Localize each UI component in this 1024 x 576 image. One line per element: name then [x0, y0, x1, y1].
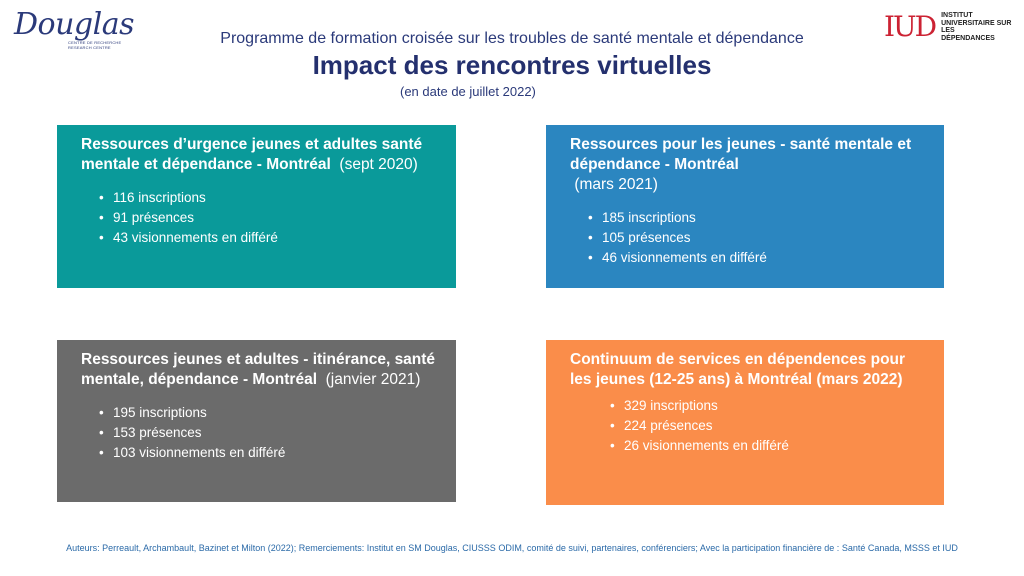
list-item: 224 présences	[610, 416, 926, 436]
list-item: 185 inscriptions	[588, 208, 926, 228]
list-item: 26 visionnements en différé	[610, 436, 926, 456]
iud-logo-mark: IUD	[884, 10, 937, 43]
card-title: Ressources d’urgence jeunes et adultes s…	[81, 136, 423, 173]
card-title: Ressources jeunes et adultes - itinéranc…	[81, 351, 436, 388]
list-item: 329 inscriptions	[610, 396, 926, 416]
card-date: (mars 2021)	[574, 176, 658, 193]
card-title: Ressources pour les jeunes - santé menta…	[570, 136, 912, 193]
list-item: 46 visionnements en différé	[588, 248, 926, 268]
card-title: Continuum de services en dépendences pou…	[570, 351, 906, 388]
list-item: 103 visionnements en différé	[99, 443, 438, 463]
card-stats-list: 329 inscriptions 224 présences 26 vision…	[570, 396, 926, 456]
card-date: (sept 2020)	[339, 156, 418, 173]
list-item: 116 inscriptions	[99, 188, 438, 208]
card-itinerance: Ressources jeunes et adultes - itinéranc…	[57, 340, 456, 502]
card-urgence: Ressources d’urgence jeunes et adultes s…	[57, 125, 456, 288]
card-date: (janvier 2021)	[325, 371, 421, 388]
iud-logo-text: INSTITUT UNIVERSITAIRE SUR LES DÉPENDANC…	[941, 12, 1012, 42]
page-title: Impact des rencontres virtuelles	[312, 50, 712, 80]
footer-credits: Auteurs: Perreault, Archambault, Bazinet…	[66, 543, 958, 553]
douglas-logo: Douglas CENTRE DE RECHERCHE RESEARCH CEN…	[14, 7, 135, 54]
card-stats-list: 195 inscriptions 153 présences 103 visio…	[81, 403, 438, 463]
douglas-logo-subtext: CENTRE DE RECHERCHE RESEARCH CENTRE	[68, 40, 122, 50]
program-supertitle: Programme de formation croisée sur les t…	[220, 30, 804, 47]
page-subtitle: (en date de juillet 2022)	[400, 84, 536, 99]
list-item: 43 visionnements en différé	[99, 228, 438, 248]
card-jeunes: Ressources pour les jeunes - santé menta…	[546, 125, 944, 288]
iud-logo: IUD INSTITUT UNIVERSITAIRE SUR LES DÉPEN…	[884, 12, 1021, 42]
list-item: 153 présences	[99, 423, 438, 443]
list-item: 195 inscriptions	[99, 403, 438, 423]
list-item: 105 présences	[588, 228, 926, 248]
card-stats-list: 116 inscriptions 91 présences 43 visionn…	[81, 188, 438, 248]
douglas-logo-wordmark: Douglas	[14, 7, 135, 42]
list-item: 91 présences	[99, 208, 438, 228]
card-stats-list: 185 inscriptions 105 présences 46 vision…	[570, 208, 926, 268]
card-continuum: Continuum de services en dépendences pou…	[546, 340, 944, 505]
